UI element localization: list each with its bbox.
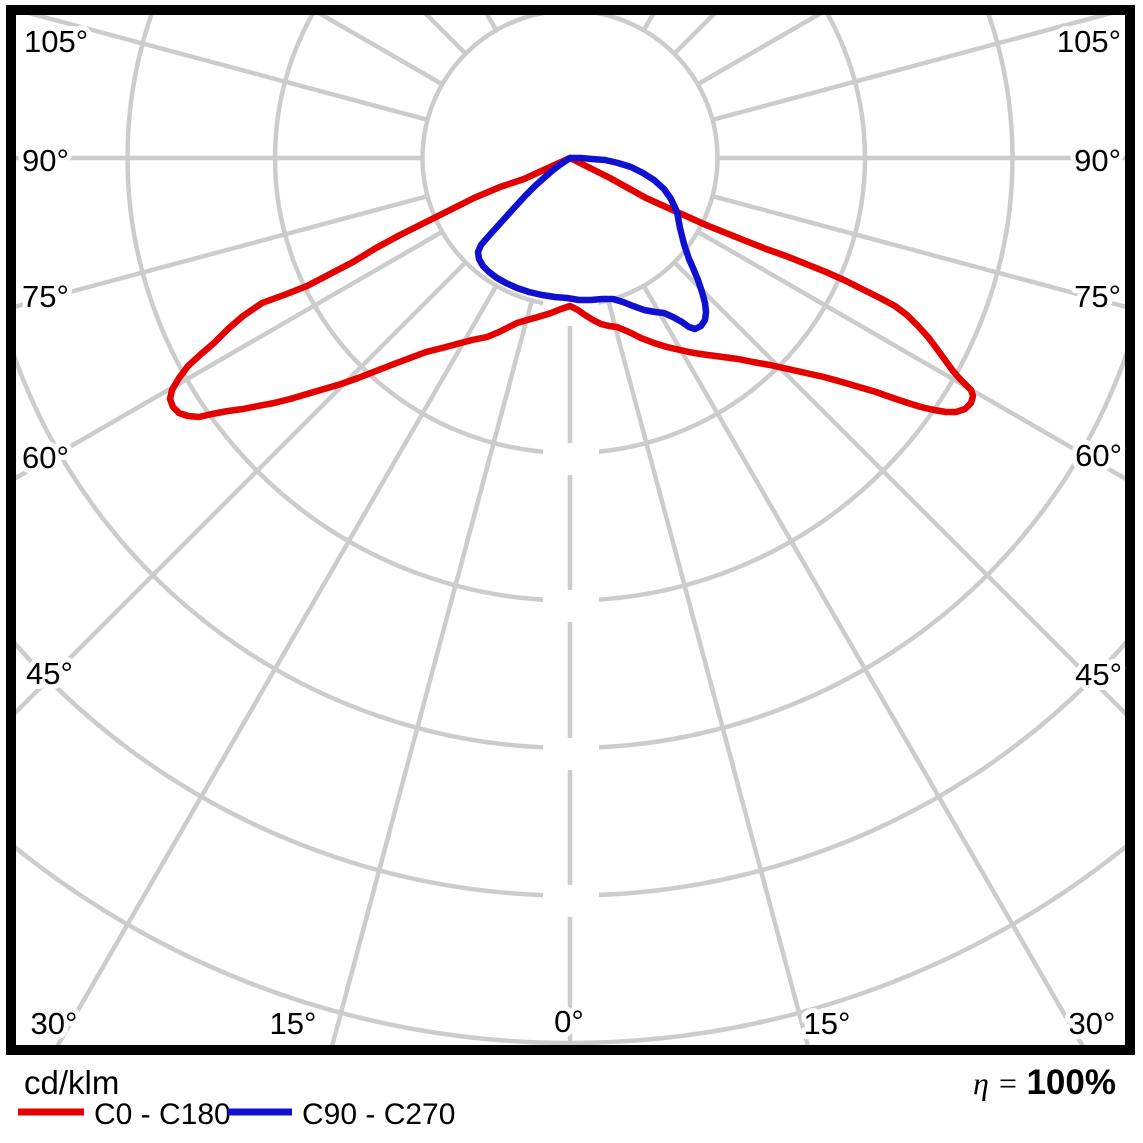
gamma-label-left-105: 105° (24, 24, 88, 59)
gamma-label-bottom-right-30: 30° (1069, 1006, 1116, 1041)
gamma-label-right-105: 105° (1057, 24, 1121, 59)
gamma-label-bottom-left-15: 15° (270, 1006, 317, 1041)
grid-ray (711, 15, 1113, 122)
unit-label: cd/klm (24, 1064, 119, 1101)
curve-c0-c180 (166, 154, 977, 421)
grid-ray (16, 260, 468, 716)
gamma-label-right-45: 45° (1075, 657, 1122, 692)
gamma-label-left-60: 60° (22, 440, 69, 475)
gamma-label-bottom-0: 0° (554, 1004, 584, 1039)
efficiency-symbol: η = (973, 1065, 1026, 1101)
grid-ray (16, 194, 429, 309)
grid-ray (27, 15, 429, 122)
grid-ray (55, 284, 499, 1045)
grid-ray (16, 229, 444, 481)
grid-ray (696, 229, 1125, 482)
grid-ray (329, 299, 534, 1045)
radial-label-gap (543, 590, 599, 622)
gamma-label-left-45: 45° (26, 656, 73, 691)
grid-ray (641, 284, 1085, 1045)
gamma-label-left-75: 75° (22, 279, 69, 314)
legend: C0 - C180 C90 - C270 (18, 1098, 455, 1131)
gamma-label-right-90: 90° (1074, 143, 1121, 178)
grid-ray (711, 194, 1125, 310)
gamma-label-right-75: 75° (1074, 279, 1121, 314)
radial-label-gap (543, 885, 599, 917)
radial-label-gap (543, 738, 599, 770)
efficiency-value: 100% (1026, 1063, 1116, 1102)
gamma-label-right-60: 60° (1075, 438, 1122, 473)
gamma-label-bottom-right-15: 15° (804, 1006, 851, 1041)
intensity-curves (166, 154, 977, 421)
grid-ray (672, 260, 1125, 717)
curve-c90-c270 (474, 154, 710, 333)
gamma-label-bottom-left-30: 30° (31, 1006, 78, 1041)
legend-label-c90-c270: C90 - C270 (302, 1098, 455, 1131)
legend-label-c0-c180: C0 - C180 (94, 1098, 231, 1131)
radial-label-gap (543, 443, 599, 475)
gamma-label-left-90: 90° (22, 143, 69, 178)
efficiency-text: η = 100% (973, 1063, 1116, 1102)
grid-ray (606, 299, 811, 1045)
plot-frame (6, 5, 1135, 1055)
